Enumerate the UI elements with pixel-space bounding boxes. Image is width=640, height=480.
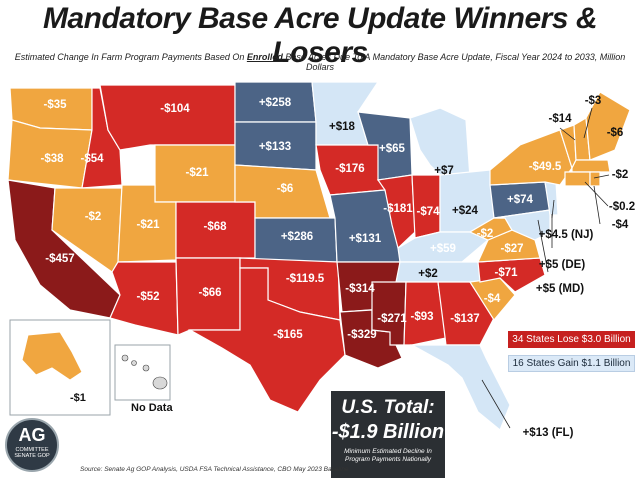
legend-gain: 16 States Gain $1.1 Billion — [508, 355, 635, 372]
label-ks: +$286 — [281, 231, 313, 243]
label-co: -$68 — [203, 221, 227, 233]
state-me — [585, 91, 631, 161]
label-in: -$74 — [416, 206, 440, 218]
label-ct: -$0.2 — [609, 201, 635, 213]
state-fl — [409, 344, 511, 431]
label-il: -$181 — [383, 203, 413, 215]
label-ne: -$6 — [277, 183, 294, 195]
label-mt: -$104 — [160, 103, 190, 115]
total-label: U.S. Total: — [341, 397, 435, 418]
label-la: -$329 — [347, 329, 376, 341]
logo-main: AG — [18, 425, 46, 445]
label-wv: -$2 — [477, 228, 494, 240]
logo-line1: COMMITTEE — [15, 447, 49, 453]
label-ma: -$2 — [612, 169, 629, 181]
label-sc: -$4 — [484, 293, 501, 305]
total-value: -$1.9 Billion — [331, 421, 445, 443]
label-vt: -$14 — [548, 113, 572, 125]
label-al: -$93 — [410, 311, 433, 323]
label-ga: -$137 — [450, 313, 479, 325]
label-nj: +$4.5 (NJ) — [539, 229, 594, 241]
label-ca: -$457 — [45, 253, 74, 265]
label-pa: +$74 — [507, 194, 534, 206]
us-total-box: U.S. Total: -$1.9 Billion Minimum Estima… — [331, 391, 445, 478]
label-oh: +$24 — [452, 205, 479, 217]
label-ak: -$1 — [70, 392, 86, 404]
label-nm: -$66 — [198, 287, 221, 299]
label-ut: -$21 — [136, 219, 160, 231]
label-ar: -$314 — [345, 283, 375, 295]
state-ak — [21, 331, 83, 381]
page-title: Mandatory Base Acre Update Winners & Los… — [42, 2, 598, 69]
label-ia: -$176 — [335, 163, 364, 175]
state-mt — [99, 84, 236, 151]
legend-loss: 34 States Lose $3.0 Billion — [508, 331, 635, 348]
label-ms: -$271 — [377, 313, 407, 325]
label-md: +$5 (MD) — [536, 283, 584, 295]
label-nd: +$258 — [259, 97, 292, 109]
label-ri: -$4 — [612, 219, 629, 231]
ag-committee-logo: AG COMMITTEE SENATE GOP — [5, 418, 59, 472]
hawaii-no-data-label: No Data — [131, 402, 173, 414]
state-ny — [489, 129, 573, 186]
label-me: -$6 — [607, 127, 624, 139]
label-tn: +$2 — [418, 268, 438, 280]
source-note: Source: Senate Ag GOP Analysis, USDA FSA… — [80, 466, 349, 473]
label-ky: +$59 — [430, 243, 456, 255]
label-va: -$27 — [500, 243, 523, 255]
subtitle-emphasis: Enrolled — [246, 52, 283, 62]
label-wa: -$35 — [43, 99, 67, 111]
hawaii-islands — [121, 354, 168, 390]
label-ny: -$49.5 — [529, 161, 562, 173]
state-ma — [571, 159, 611, 173]
subtitle-pre: Estimated Change In Farm Program Payment… — [14, 52, 247, 62]
label-wi: +$65 — [379, 143, 406, 155]
label-ok: -$119.5 — [286, 273, 325, 285]
subtitle-post: Base Acres Due To A Mandatory Base Acre … — [282, 52, 626, 72]
total-note: Minimum Estimated Decline In Program Pay… — [344, 448, 432, 463]
label-de: +$5 (DE) — [539, 259, 586, 271]
page-subtitle: Estimated Change In Farm Program Payment… — [0, 52, 640, 72]
label-mn: +$18 — [329, 121, 356, 133]
label-nc: -$71 — [494, 267, 518, 279]
label-sd: +$133 — [259, 141, 291, 153]
state-al — [403, 281, 447, 346]
state-labels: -$35 -$38 -$457 -$54 -$2 -$104 -$21 -$21… — [40, 95, 635, 439]
label-id: -$54 — [80, 153, 104, 165]
label-mi: +$7 — [434, 165, 454, 177]
hawaii-inset — [114, 344, 171, 401]
label-az: -$52 — [136, 291, 159, 303]
logo-line2: SENATE GOP — [14, 453, 50, 459]
label-nh: -$3 — [585, 95, 602, 107]
label-nv: -$2 — [85, 211, 102, 223]
leader-lines — [481, 107, 610, 429]
state-tx — [187, 267, 346, 413]
state-ri — [589, 171, 601, 187]
label-fl: +$13 (FL) — [523, 427, 574, 439]
state-ct — [564, 171, 591, 187]
label-tx: -$165 — [273, 329, 303, 341]
label-mo: +$131 — [349, 233, 382, 245]
label-wy: -$21 — [185, 167, 209, 179]
label-or: -$38 — [40, 153, 64, 165]
